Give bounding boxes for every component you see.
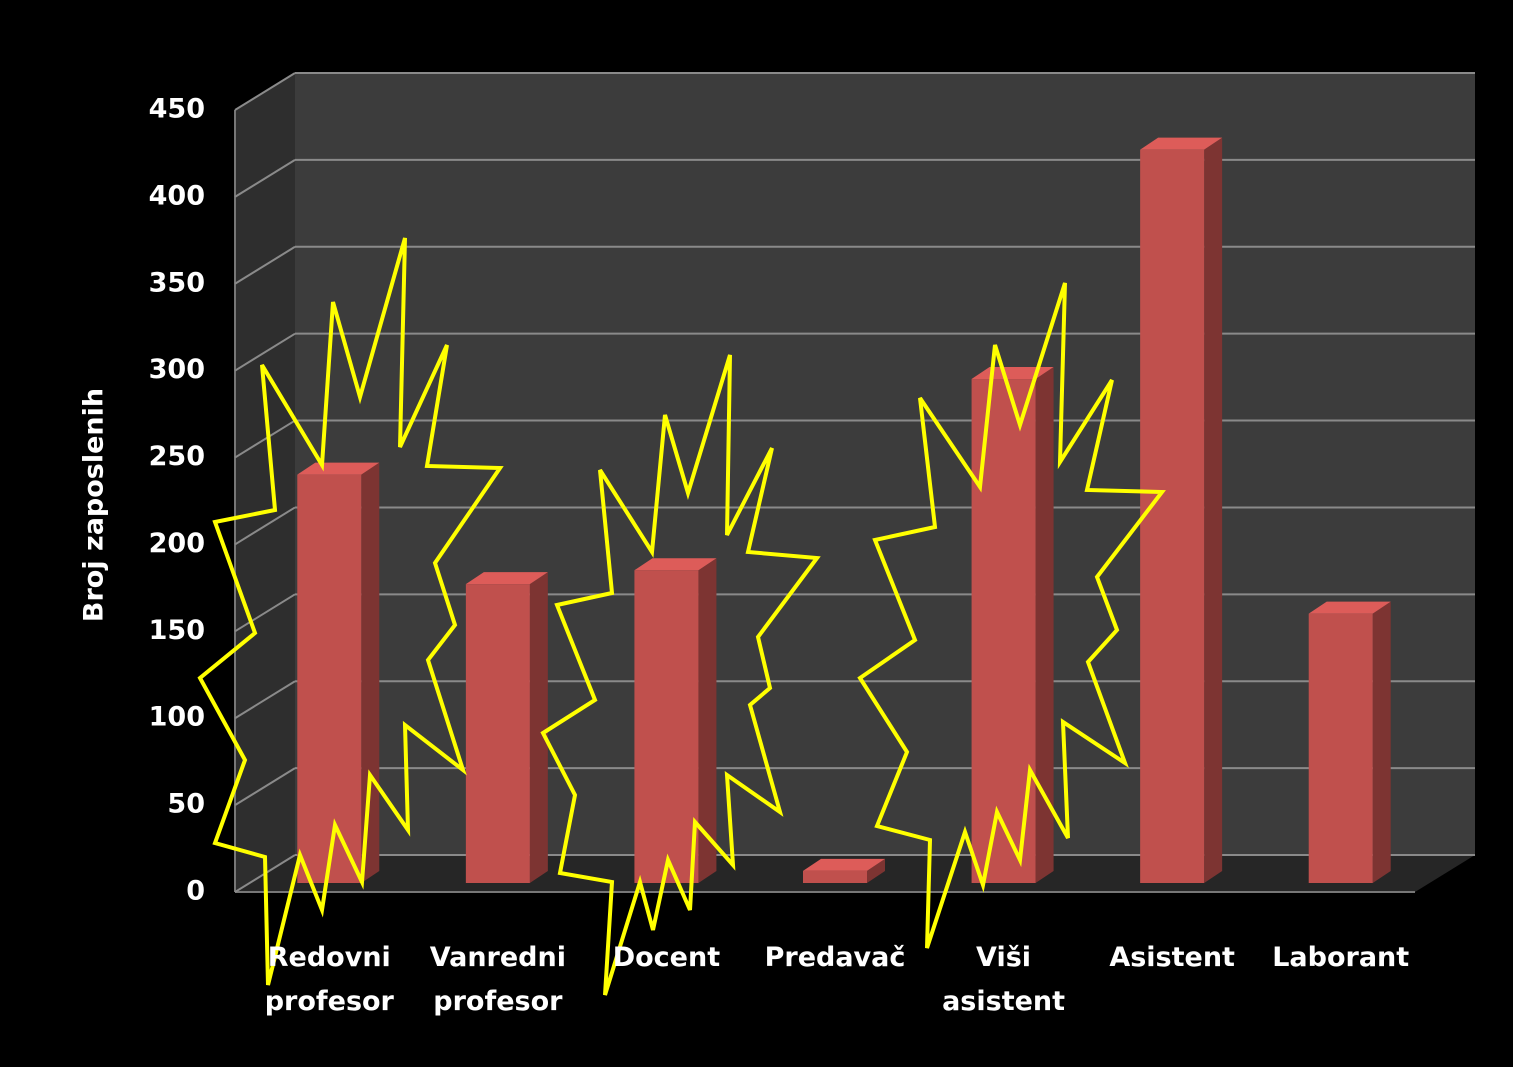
y-tick-label: 0	[186, 876, 205, 907]
y-tick-label: 400	[149, 180, 205, 211]
x-tick-label: Docent	[612, 942, 721, 973]
bar-side	[361, 462, 380, 883]
plot-walls	[234, 73, 1475, 893]
grid-line	[234, 419, 296, 459]
bar-side	[698, 558, 717, 883]
grid-line	[234, 680, 296, 720]
bar-front	[803, 870, 867, 883]
bar-top	[297, 462, 380, 475]
bar-side	[529, 572, 548, 883]
bar-front	[297, 474, 362, 883]
y-axis-label: Broj zaposlenih	[79, 388, 110, 622]
bar-side	[1372, 601, 1391, 883]
grid: 0 50 100 150 200 250 300 350 400 450	[149, 72, 1475, 907]
grid-line	[234, 245, 296, 285]
bar-top	[1308, 601, 1391, 614]
bar-top	[1140, 137, 1223, 150]
x-tick-label: Redovni profesor	[264, 942, 394, 1017]
grid-line	[234, 767, 296, 806]
x-tick-label: Predavač	[764, 942, 906, 973]
y-tick-label: 200	[149, 528, 205, 559]
bar-front	[1308, 613, 1373, 883]
bar	[634, 558, 717, 883]
bar-top	[634, 558, 717, 571]
bar-front	[634, 570, 699, 883]
x-tick-label: Asistent	[1109, 942, 1235, 973]
starburst	[197, 237, 504, 986]
grid-line	[234, 506, 296, 546]
y-tick-label: 450	[149, 94, 205, 125]
grid-line	[234, 159, 296, 198]
x-tick-label: Laborant	[1272, 942, 1410, 973]
grid-line	[234, 332, 296, 372]
bar-top	[803, 858, 885, 871]
bar-side	[1204, 137, 1223, 883]
y-tick-label: 50	[167, 789, 205, 820]
grid-line	[234, 593, 296, 633]
x-tick-label: Vanredni profesor	[429, 942, 566, 1017]
bar-front	[465, 584, 530, 883]
bar-top	[465, 572, 548, 585]
y-tick-label: 150	[149, 615, 205, 646]
starburst	[540, 354, 821, 996]
bar	[803, 858, 885, 883]
y-tick-label: 300	[149, 354, 205, 385]
highlight-stars	[197, 237, 1166, 996]
starburst	[857, 282, 1166, 949]
bar	[1308, 601, 1391, 883]
bar	[465, 572, 548, 883]
bar	[1140, 137, 1223, 883]
bar-side	[1035, 367, 1054, 883]
y-tick-label: 250	[149, 441, 205, 472]
grid-line	[234, 72, 296, 111]
bar-side	[867, 858, 885, 883]
y-tick-label: 350	[149, 267, 205, 298]
bar-front	[1140, 149, 1205, 883]
y-tick-label: 100	[149, 702, 205, 733]
side-wall	[235, 73, 295, 892]
bar	[297, 462, 380, 883]
x-tick-label: Viši asistent	[942, 942, 1066, 1017]
